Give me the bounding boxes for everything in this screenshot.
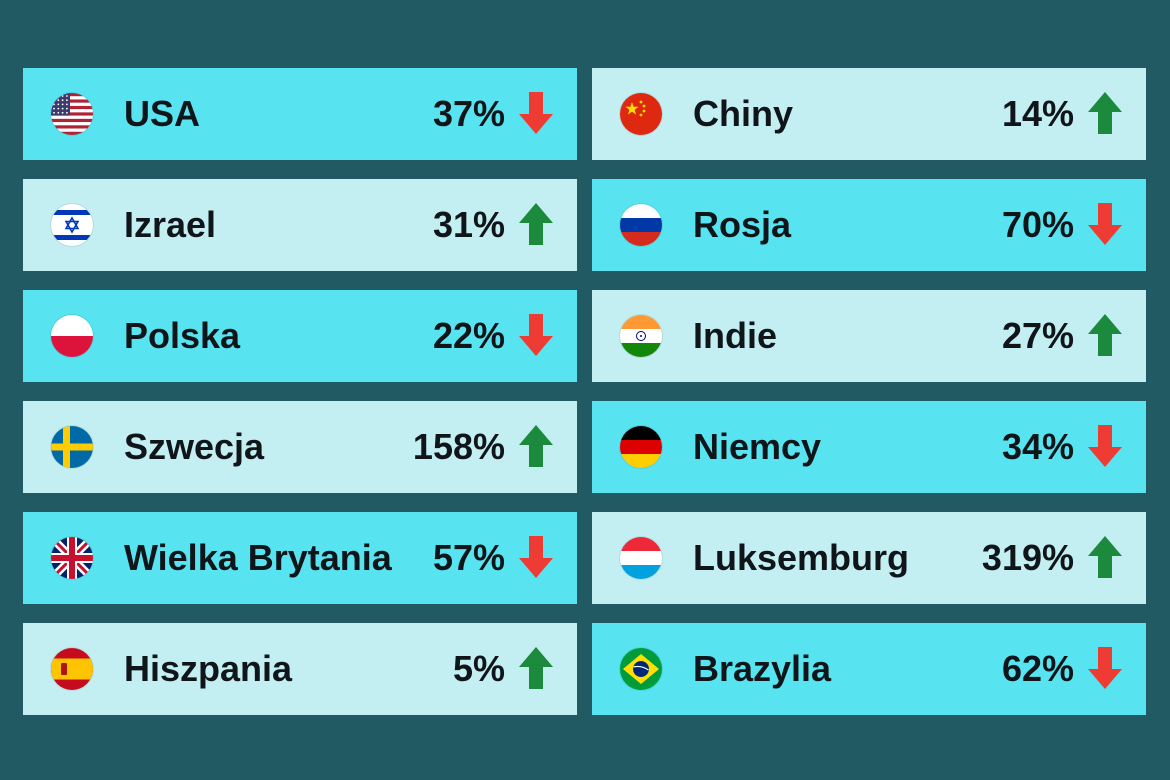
country-card-germany: Niemcy 34% (592, 401, 1146, 493)
country-name: Chiny (693, 93, 794, 134)
percentage-value: 158% (412, 426, 505, 467)
brazil-flag-icon (620, 648, 662, 690)
country-name: Indie (693, 315, 778, 356)
russia-flag-icon (620, 204, 662, 246)
arrow-down-icon (1088, 647, 1122, 689)
arrow-down-icon (519, 536, 553, 578)
uk-flag-icon (51, 537, 93, 579)
percentage-value: 62% (1001, 648, 1074, 689)
india-flag-icon (620, 315, 662, 357)
country-name: Rosja (693, 204, 792, 245)
percentage-value: 319% (981, 537, 1074, 578)
israel-flag-icon (51, 204, 93, 246)
country-card-usa: USA 37% (23, 68, 577, 160)
percentage-value: 14% (1001, 93, 1074, 134)
arrow-up-icon (519, 203, 553, 245)
country-name: Polska (124, 315, 241, 356)
arrow-up-icon (519, 647, 553, 689)
country-name: USA (124, 93, 201, 134)
country-name: Izrael (124, 204, 217, 245)
country-card-china: Chiny 14% (592, 68, 1146, 160)
percentage-value: 31% (432, 204, 505, 245)
poland-flag-icon (51, 315, 93, 357)
percentage-value: 27% (1001, 315, 1074, 356)
percentage-value: 5% (452, 648, 505, 689)
sweden-flag-icon (51, 426, 93, 468)
country-card-israel: Izrael 31% (23, 179, 577, 271)
country-name: Luksemburg (693, 537, 910, 578)
country-card-brazil: Brazylia 62% (592, 623, 1146, 715)
arrow-up-icon (1088, 314, 1122, 356)
percentage-value: 34% (1001, 426, 1074, 467)
country-name: Niemcy (693, 426, 822, 467)
country-name: Brazylia (693, 648, 832, 689)
luxembourg-flag-icon (620, 537, 662, 579)
arrow-down-icon (1088, 425, 1122, 467)
arrow-up-icon (1088, 536, 1122, 578)
percentage-value: 70% (1001, 204, 1074, 245)
arrow-up-icon (1088, 92, 1122, 134)
arrow-down-icon (1088, 203, 1122, 245)
country-card-poland: Polska 22% (23, 290, 577, 382)
country-card-luxembourg: Luksemburg 319% (592, 512, 1146, 604)
usa-flag-icon (51, 93, 93, 135)
germany-flag-icon (620, 426, 662, 468)
right-column: Chiny 14% Rosja 70% Indie 27% Niemcy 34% Luksemb… (592, 68, 1146, 734)
country-name: Hiszpania (124, 648, 293, 689)
china-flag-icon (620, 93, 662, 135)
spain-flag-icon (51, 648, 93, 690)
country-card-russia: Rosja 70% (592, 179, 1146, 271)
country-card-india: Indie 27% (592, 290, 1146, 382)
arrow-up-icon (519, 425, 553, 467)
country-card-uk: Wielka Brytania 57% (23, 512, 577, 604)
arrow-down-icon (519, 314, 553, 356)
country-card-spain: Hiszpania 5% (23, 623, 577, 715)
country-name: Wielka Brytania (124, 537, 392, 578)
percentage-value: 57% (432, 537, 505, 578)
country-card-sweden: Szwecja 158% (23, 401, 577, 493)
arrow-down-icon (519, 92, 553, 134)
percentage-value: 22% (432, 315, 505, 356)
left-column: USA 37% Izrael 31% Polska 22% Szwecja 158% Wielk… (23, 68, 577, 734)
country-name: Szwecja (124, 426, 265, 467)
percentage-value: 37% (432, 93, 505, 134)
